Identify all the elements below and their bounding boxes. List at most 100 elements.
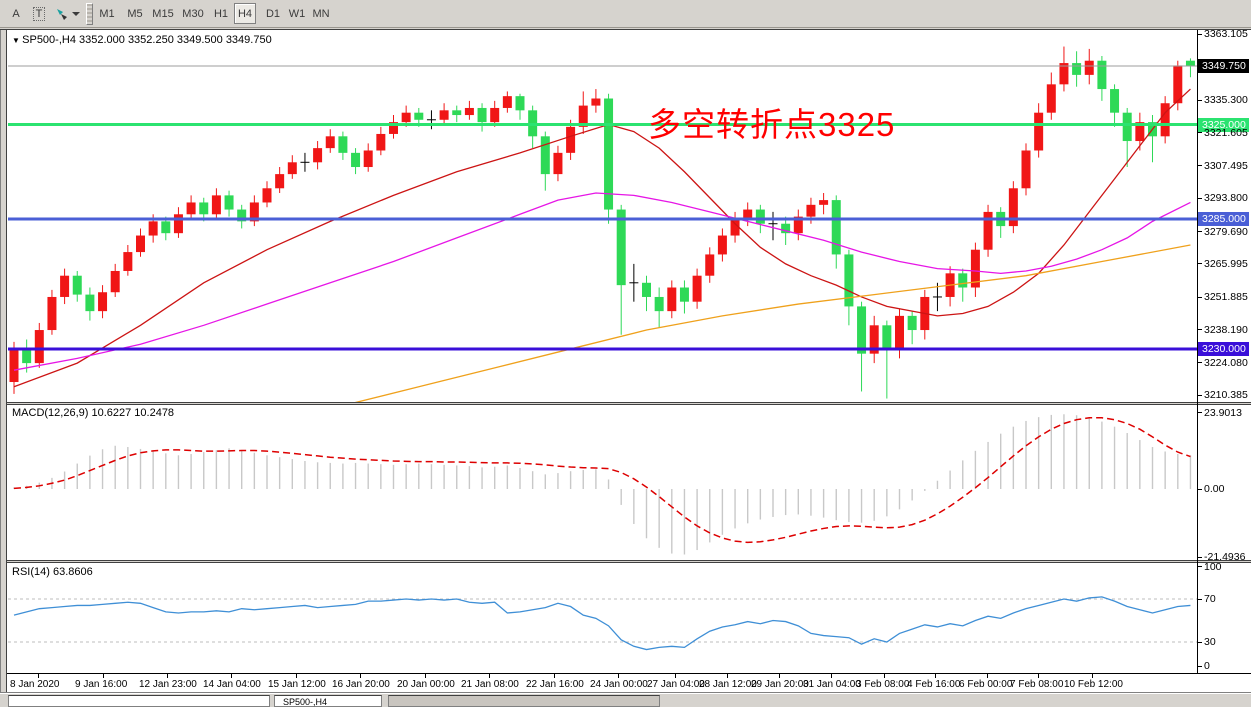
candle-body [72,275,82,295]
timeframe-button-m1[interactable]: M1 [99,7,115,20]
candle-body [857,306,867,354]
time-tick-mark [167,674,168,678]
time-tick-mark [1038,674,1039,678]
price-tick: 3224.080 [1198,356,1248,369]
candle-body [211,195,221,215]
candle-body [958,273,968,288]
time-tick-mark [884,674,885,678]
candle-body [895,315,904,349]
time-label: 9 Jan 16:00 [75,679,128,690]
rsi-tick: 70 [1198,593,1216,606]
candle-body [604,98,614,210]
candle-body [9,348,19,383]
macd-tick: -21.4936 [1198,551,1245,564]
chart-tab-bar: SP500-,H4 [0,692,1251,707]
candle-body [654,296,664,312]
panel-separator[interactable] [7,402,1251,405]
tab-label: SP500-,H4 [283,697,328,707]
timeframe-button-mn[interactable]: MN [312,7,330,20]
symbol-ohlc-label: SP500-,H4 3352.000 3352.250 3349.500 334… [22,34,272,46]
timeframe-button-w1[interactable]: W1 [288,7,306,20]
candle-body [262,188,272,203]
candle-body [755,209,765,224]
ma-mid-magenta [13,192,1191,371]
candle-body [578,105,588,127]
text-tool-button[interactable]: T [28,3,50,24]
text-label-tool-icon: A [12,7,20,20]
candle-body [781,223,791,234]
candle-body [869,325,879,354]
rsi-line [13,596,1191,651]
candle-body [793,216,803,234]
candle-body [490,107,500,123]
timeframe-button-m5[interactable]: M5 [127,7,143,20]
candle-body [882,325,892,349]
time-tick-mark [618,674,619,678]
panel-separator[interactable] [7,560,1251,563]
candle-body [123,252,133,271]
candle-body [1008,188,1018,227]
candle-body [1185,60,1195,67]
candle-body [844,254,854,307]
candle-body [1034,112,1044,151]
candle-body [553,152,563,175]
time-label: 20 Jan 00:00 [397,679,455,690]
time-label: 28 Jan 12:00 [699,679,757,690]
timeframe-button-d1[interactable]: D1 [265,7,281,20]
timeframe-button-m15[interactable]: M15 [152,7,174,20]
time-tick-mark [675,674,676,678]
macd-signal-line [13,417,1191,544]
candle-body [439,110,449,120]
chart-background [8,31,1197,403]
macd-background [8,405,1197,560]
chevron-down-icon: ▼ [12,36,23,45]
macd-indicator-chart[interactable] [8,405,1197,560]
time-tick-mark [727,674,728,678]
timeframe-button-m30[interactable]: M30 [182,7,204,20]
time-label: 21 Jan 08:00 [461,679,519,690]
candle-body [1160,103,1170,137]
macd-histogram [13,414,1192,555]
chart-header: ▼ SP500-,H4 3352.000 3352.250 3349.500 3… [12,34,272,46]
candle-body [730,219,740,236]
timeframe-button-h4[interactable]: H4 [234,3,256,24]
candle-body [566,126,576,153]
time-tick-mark [779,674,780,678]
candle-body [591,98,601,106]
candle-body [237,209,247,222]
candle-body [1072,63,1082,75]
candle-body [275,174,285,189]
candle-body [540,136,550,175]
level-price-badge: 3325.000 [1198,117,1249,132]
macd-tick: 0.00 [1198,483,1224,496]
chart-tab-inactive[interactable] [388,695,660,707]
candle-body [1021,150,1031,189]
tab-sp500-h4[interactable]: SP500-,H4 [274,695,382,707]
candle-body [1173,65,1183,104]
candle-body [199,202,209,215]
candle-body [98,292,108,312]
time-tick-mark [489,674,490,678]
toolbar: A T M1 M5 M15 M30 H1 H4 D1 W1 MN [0,0,1251,28]
candlestick-chart[interactable] [8,31,1197,403]
price-tick: 3335.300 [1198,94,1248,107]
price-annotation-text[interactable]: 多空转折点3325 [648,106,896,143]
arrows-tool-button[interactable] [52,3,82,24]
ma-slow-orange [350,244,1191,403]
candle-body [224,195,234,210]
time-axis[interactable]: 8 Jan 2020 9 Jan 16:00 12 Jan 23:00 14 Jan … [7,673,1251,694]
candle-body [679,287,689,302]
candle-body [819,200,829,205]
text-label-tool-button[interactable]: A [6,3,26,24]
timeframe-button-h1[interactable]: H1 [213,7,229,20]
time-label: 15 Jan 12:00 [268,679,326,690]
time-tick-mark [425,674,426,678]
time-tick-mark [296,674,297,678]
toolbar-drag-handle[interactable] [86,3,93,25]
rsi-indicator-chart[interactable] [8,564,1197,673]
time-tick-mark [38,674,39,678]
chart-tabs-group[interactable] [8,695,270,707]
candle-body [502,96,512,108]
candle-body [136,235,145,253]
candle-body [515,96,525,111]
